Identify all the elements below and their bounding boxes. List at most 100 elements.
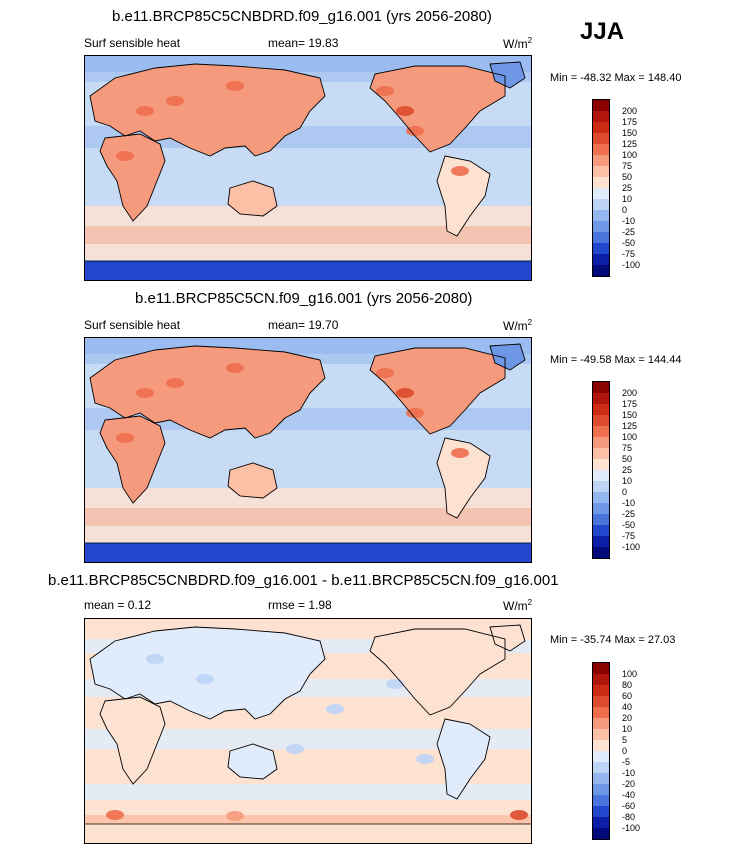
colorbar-swatch <box>593 177 609 188</box>
colorbar-swatch <box>593 470 609 481</box>
panel3-rmse: rmse = 1.98 <box>268 598 332 612</box>
panel1-minmax: Min = -48.32 Max = 148.40 <box>550 72 682 84</box>
coastline-africa <box>99 415 166 504</box>
land-field-southamerica <box>437 719 490 799</box>
colorbar-swatch <box>593 133 609 144</box>
ocean-band <box>85 784 531 800</box>
colorbar-swatch <box>593 221 609 232</box>
colorbar-tick-label: -100 <box>622 259 641 270</box>
ocean-band <box>85 508 531 526</box>
colorbar-tick-label: -80 <box>622 811 636 822</box>
field-anomaly <box>166 96 184 106</box>
colorbar-swatch <box>593 122 609 133</box>
coastline-australia <box>227 743 278 780</box>
land-field-northamerica <box>370 348 505 434</box>
colorbar-swatch <box>593 188 609 199</box>
coastline-southamerica <box>436 718 491 800</box>
colorbar-tick-label: 175 <box>622 398 638 409</box>
coastline-northamerica <box>369 628 506 716</box>
colorbar-tick-label: 0 <box>622 745 628 756</box>
ocean-band <box>85 488 531 508</box>
field-anomaly <box>116 433 134 443</box>
colorbar-swatch <box>593 707 609 718</box>
panel1-units: W/m2 <box>503 36 533 51</box>
colorbar-swatch <box>593 806 609 817</box>
colorbar-tick-label: -25 <box>622 508 636 519</box>
field-anomaly <box>451 448 469 458</box>
ocean-band <box>85 526 531 542</box>
coastline-africa <box>99 696 166 785</box>
colorbar-tick-label: 75 <box>622 160 633 171</box>
colorbar-swatch <box>593 492 609 503</box>
panel3-minmax: Min = -35.74 Max = 27.03 <box>550 634 676 646</box>
panel2-variable: Surf sensible heat <box>84 318 181 332</box>
colorbar-swatch <box>593 514 609 525</box>
field-anomaly <box>416 754 434 764</box>
coastline-australia <box>227 462 278 499</box>
land-field-australia <box>228 181 277 216</box>
colorbar-tick-label: 60 <box>622 690 633 701</box>
panel3-map <box>84 618 532 844</box>
panel2-minmax: Min = -49.58 Max = 144.44 <box>550 354 682 366</box>
land-field-eurasia <box>90 627 325 719</box>
field-anomaly <box>326 704 344 714</box>
colorbar-swatch <box>593 155 609 166</box>
land-field-greenland <box>490 62 525 88</box>
colorbar-tick-label: 150 <box>622 409 638 420</box>
colorbar-tick-label: -25 <box>622 226 636 237</box>
panel3-mean: mean = 0.12 <box>84 598 152 612</box>
land-field-eurasia <box>90 64 325 156</box>
panel1-map-svg <box>85 56 531 280</box>
coastline-eurasia <box>89 345 326 439</box>
panel2-title: b.e11.BRCP85C5CN.f09_g16.001 (yrs 2056-2… <box>135 290 473 307</box>
colorbar-tick-label: 10 <box>622 193 633 204</box>
field-anomaly <box>406 126 424 136</box>
colorbar-tick-label: -100 <box>622 822 641 833</box>
colorbar-swatch <box>593 254 609 265</box>
colorbar-tick-label: 150 <box>622 127 638 138</box>
field-anomaly <box>396 388 414 398</box>
colorbar-tick-label: -75 <box>622 530 636 541</box>
colorbar-swatch <box>593 481 609 492</box>
panel1-title: b.e11.BRCP85C5CNBDRD.f09_g16.001 (yrs 20… <box>112 8 492 25</box>
map-fields <box>85 338 531 562</box>
panel2-map <box>84 337 532 563</box>
season-label: JJA <box>580 18 625 45</box>
colorbar-tick-label: 25 <box>622 464 633 475</box>
ocean-band <box>85 226 531 244</box>
ocean-band <box>85 729 531 749</box>
colorbar-tick-label: 5 <box>622 734 628 745</box>
field-anomaly <box>136 106 154 116</box>
panel1-map <box>84 55 532 281</box>
colorbar-tick-label: 100 <box>622 431 638 442</box>
colorbar-tick-label: 125 <box>622 420 638 431</box>
coastline-africa <box>99 133 166 222</box>
colorbar-tick-label: 125 <box>622 138 638 149</box>
coastline-southamerica <box>436 437 491 519</box>
colorbar-swatch <box>593 729 609 740</box>
land-field-australia <box>228 463 277 498</box>
map-fields <box>85 619 531 843</box>
colorbar-swatch <box>593 426 609 437</box>
colorbar-tick-label: 100 <box>622 149 638 160</box>
colorbar-tick-label: -40 <box>622 789 636 800</box>
field-anomaly <box>196 674 214 684</box>
colorbar-tick-label: -50 <box>622 237 636 248</box>
field-anomaly <box>376 86 394 96</box>
land-field-antarctica <box>85 261 531 280</box>
field-anomaly <box>286 744 304 754</box>
colorbar-swatch <box>593 199 609 210</box>
panel1-variable: Surf sensible heat <box>84 36 181 50</box>
coastline-northamerica <box>369 65 506 153</box>
panel3-map-svg <box>85 619 531 843</box>
colorbar-swatch <box>593 525 609 536</box>
map-fields <box>85 56 531 280</box>
field-anomaly <box>451 166 469 176</box>
land-field-eurasia <box>90 346 325 438</box>
land-field-southamerica <box>437 438 490 518</box>
land-field-africa <box>100 697 165 784</box>
field-anomaly <box>386 679 404 689</box>
land-field-antarctica <box>85 824 531 843</box>
colorbar-swatch <box>593 685 609 696</box>
colorbar-tick-label: 75 <box>622 442 633 453</box>
